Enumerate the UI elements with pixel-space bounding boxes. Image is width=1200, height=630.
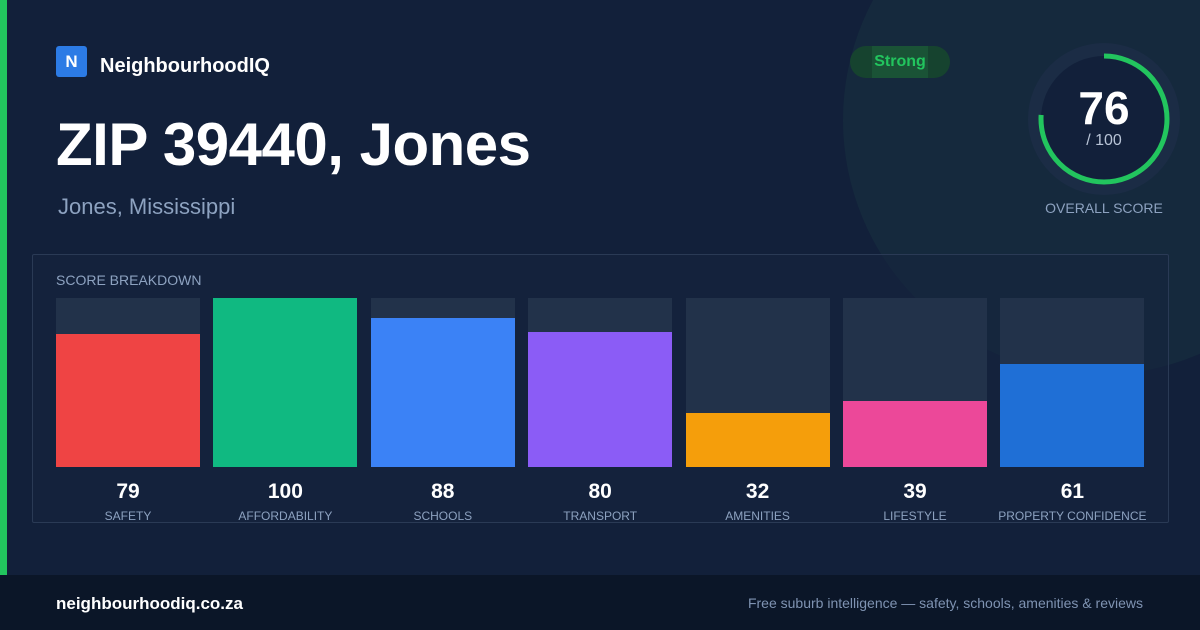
bar-label: SCHOOLS — [413, 509, 473, 523]
rating-badge-label: Strong — [874, 53, 926, 70]
bar-track — [685, 298, 830, 467]
bar-fill — [685, 412, 830, 467]
bar-value: 61 — [1060, 480, 1085, 503]
bar-track — [370, 298, 515, 467]
breakdown-title: SCORE BREAKDOWN — [56, 272, 202, 288]
bar-fill — [213, 298, 358, 467]
footer-tagline: Free suburb intelligence — safety, schoo… — [747, 595, 1143, 611]
score-ring-progress — [1038, 53, 1170, 185]
bar-value: 100 — [267, 480, 303, 503]
bar-fill — [843, 401, 987, 467]
badge-highlight — [872, 46, 928, 78]
brand-name: NeighbourhoodIQ — [100, 55, 270, 77]
bar-label: TRANSPORT — [563, 509, 638, 523]
overall-score-value: 76 — [1078, 82, 1130, 134]
overall-score-label: OVERALL SCORE — [1045, 200, 1163, 216]
bar-value: 32 — [745, 480, 770, 503]
bar-label: SAFETY — [104, 509, 152, 523]
bar-label: AMENITIES — [725, 509, 790, 523]
brand[interactable]: N NeighbourhoodIQ — [56, 46, 270, 77]
page-title: ZIP 39440, Jones — [56, 111, 531, 178]
score-ring-icon — [1028, 43, 1180, 195]
rating-badge: Strong — [850, 46, 950, 78]
score-bar-safety: 79 SAFETY — [56, 298, 200, 523]
bar-track — [843, 298, 987, 467]
bar-fill — [370, 318, 515, 467]
bar-label: LIFESTYLE — [883, 509, 947, 523]
footer: neighbourhoodiq.co.za Free suburb intell… — [0, 575, 1200, 630]
overall-score-max: / 100 — [1086, 132, 1122, 149]
bar-track — [213, 298, 358, 467]
score-breakdown-panel: SCORE BREAKDOWN 79 SAFETY 100 AFFORDABILITY… — [32, 254, 1169, 523]
bar-track — [56, 298, 200, 467]
bar-value: 79 — [116, 480, 140, 503]
bar-fill — [1000, 363, 1145, 467]
score-bar-property-confidence: 61 PROPERTY CONFIDENCE — [998, 298, 1147, 523]
footer-url-link[interactable]: neighbourhoodiq.co.za — [56, 594, 243, 613]
bar-value: 80 — [588, 480, 612, 503]
bar-track — [1000, 298, 1145, 467]
score-bar-affordability: 100 AFFORDABILITY — [213, 298, 358, 523]
bar-value: 88 — [431, 480, 455, 503]
bar-value: 39 — [903, 480, 927, 503]
bar-fill — [528, 331, 673, 467]
score-bar-transport: 80 TRANSPORT — [528, 298, 673, 523]
brand-logo-icon: N — [56, 46, 87, 77]
overall-score-gauge: 76 / 100 — [1027, 42, 1181, 196]
score-bar-amenities: 32 AMENITIES — [685, 298, 830, 523]
bar-fill — [56, 333, 200, 467]
accent-bar — [0, 0, 7, 575]
share-card: N NeighbourhoodIQ ZIP 39440, Jones Jones… — [0, 0, 1181, 575]
score-bar-schools: 88 SCHOOLS — [370, 298, 515, 523]
score-bar-lifestyle: 39 LIFESTYLE — [843, 298, 987, 523]
location-subtitle: Jones, Mississippi — [58, 194, 236, 219]
bar-label: AFFORDABILITY — [238, 509, 333, 523]
bar-label: PROPERTY CONFIDENCE — [998, 509, 1147, 523]
bar-track — [528, 298, 673, 467]
